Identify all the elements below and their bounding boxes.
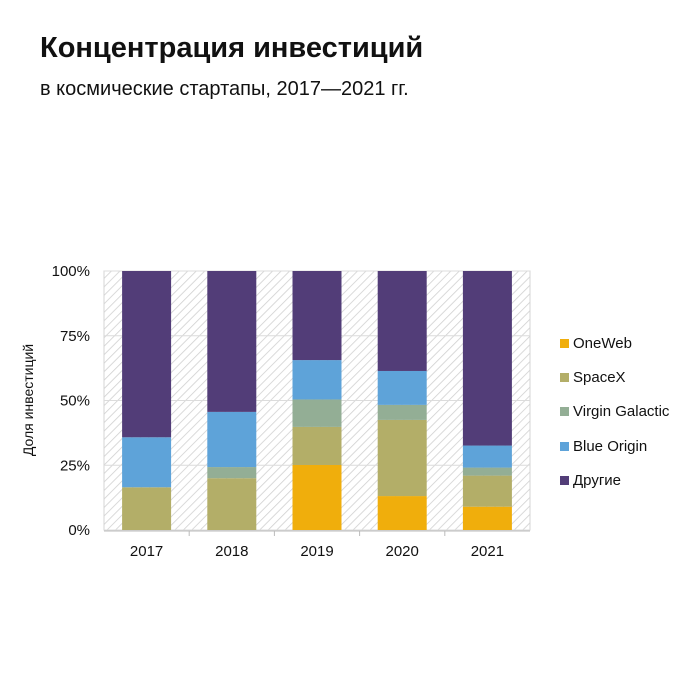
bar-segment-blue-origin-2018 — [207, 411, 257, 468]
bar-segment-virgin-galactic-2020 — [377, 404, 427, 420]
legend: OneWeb SpaceX Virgin Galactic Blue Origin Др… — [560, 326, 669, 497]
legend-swatch — [560, 338, 569, 348]
bar-segment-virgin-galactic-2018 — [207, 467, 257, 479]
bar-segment-oneweb-2019 — [292, 464, 342, 530]
legend-label: OneWeb — [573, 334, 632, 352]
legend-item: OneWeb — [560, 326, 669, 360]
x-tick-label: 2018 — [215, 543, 248, 560]
y-tick-label: 75% — [60, 328, 90, 345]
legend-label: Другие — [573, 471, 622, 489]
bar-segment-oneweb-2021 — [462, 506, 512, 530]
bar-segment-spacex-2021 — [462, 475, 512, 507]
bar-segment-spacex-2017 — [122, 487, 172, 530]
legend-swatch — [560, 407, 569, 417]
legend-item: SpaceX — [560, 360, 669, 394]
legend-item: Virgin Galactic — [560, 395, 669, 429]
x-tick-label: 2020 — [386, 543, 419, 560]
bar-segment-blue-origin-2021 — [462, 445, 512, 468]
bar-segment-другие-2021 — [462, 271, 512, 446]
bar-segment-blue-origin-2020 — [377, 370, 427, 405]
y-tick-label: 0% — [68, 522, 90, 539]
chart-title: Концентрация инвестиций — [40, 32, 424, 64]
legend-item: Другие — [560, 463, 669, 497]
chart-subtitle: в космические стартапы, 2017—2021 гг. — [40, 78, 409, 100]
bar-segment-oneweb-2020 — [377, 496, 427, 530]
bar-segment-virgin-galactic-2021 — [462, 467, 512, 476]
legend-label: Blue Origin — [573, 437, 648, 455]
bar-segment-blue-origin-2017 — [122, 437, 172, 488]
x-tick-label: 2017 — [130, 543, 163, 560]
legend-swatch — [560, 475, 569, 485]
bar-segment-другие-2017 — [122, 271, 172, 438]
bar-segment-virgin-galactic-2019 — [292, 399, 342, 427]
bar-segment-spacex-2019 — [292, 426, 342, 465]
bar-segment-spacex-2018 — [207, 478, 257, 530]
legend-label: Virgin Galactic — [573, 403, 670, 421]
bar-segment-другие-2018 — [207, 271, 257, 412]
x-tick-label: 2021 — [471, 543, 504, 560]
bar-segment-другие-2020 — [377, 271, 427, 371]
y-tick-label: 25% — [60, 457, 90, 474]
legend-swatch — [560, 441, 569, 451]
y-axis-title: Доля инвестиций — [20, 344, 36, 456]
x-tick-label: 2019 — [300, 543, 333, 560]
y-tick-label: 50% — [60, 393, 90, 410]
bar-segment-blue-origin-2019 — [292, 360, 342, 400]
bar-segment-spacex-2020 — [377, 419, 427, 497]
bar-segment-другие-2019 — [292, 271, 342, 361]
legend-item: Blue Origin — [560, 429, 669, 463]
legend-label: SpaceX — [573, 368, 626, 386]
legend-swatch — [560, 372, 569, 382]
y-tick-label: 100% — [52, 263, 90, 280]
